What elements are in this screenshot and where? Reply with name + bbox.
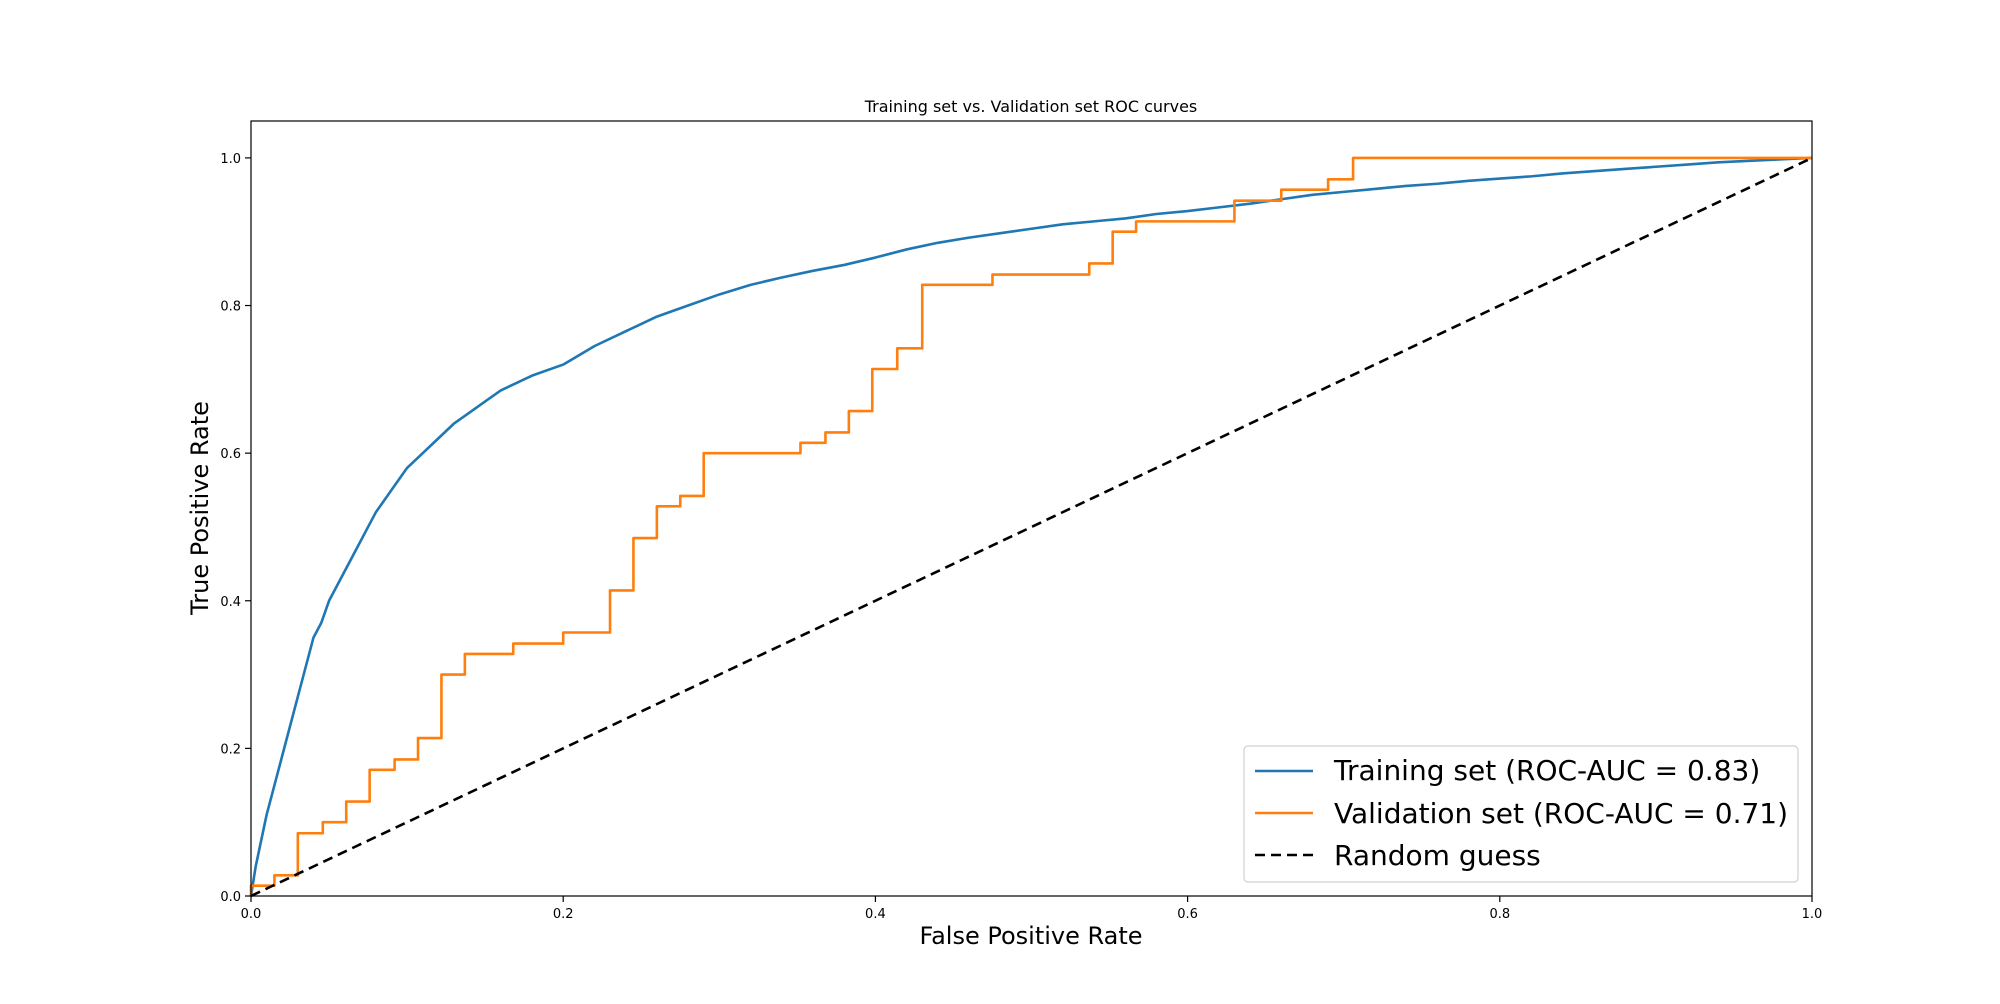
axis-ticks: 0.0 0.2 0.4 0.6 0.8 1.0 0.0 0.2 0.4 0.6 0.8 1.0	[220, 152, 1822, 922]
x-tick-label: 0.2	[553, 907, 574, 922]
legend-box	[1243, 745, 1799, 883]
legend-label-training: Training set (ROC-AUC = 0.83)	[1333, 754, 1760, 787]
y-tick-label: 0.2	[220, 742, 241, 757]
x-tick-label: 0.6	[1177, 907, 1198, 922]
legend-label-validation: Validation set (ROC-AUC = 0.71)	[1334, 797, 1788, 830]
x-tick-label: 0.4	[865, 907, 886, 922]
x-tick-label: 1.0	[1802, 907, 1823, 922]
y-axis-label: True Positive Rate	[186, 401, 214, 616]
chart-title: Training set vs. Validation set ROC curv…	[864, 97, 1198, 116]
y-tick-label: 0.6	[220, 447, 241, 462]
legend: Training set (ROC-AUC = 0.83) Validation…	[1243, 745, 1799, 883]
x-tick-label: 0.8	[1489, 907, 1510, 922]
series-line-validation	[249, 156, 1812, 896]
y-tick-label: 0.8	[220, 300, 241, 315]
x-axis-label: False Positive Rate	[919, 922, 1142, 950]
y-tick-label: 0.0	[220, 890, 241, 905]
plot-area	[249, 156, 1813, 898]
x-tick-label: 0.0	[241, 907, 262, 922]
axes-frame	[250, 120, 1813, 897]
legend-label-random-guess: Random guess	[1334, 839, 1541, 872]
y-tick-label: 0.4	[220, 595, 241, 610]
series-line-training	[249, 156, 1813, 897]
y-tick-label: 1.0	[220, 152, 241, 167]
